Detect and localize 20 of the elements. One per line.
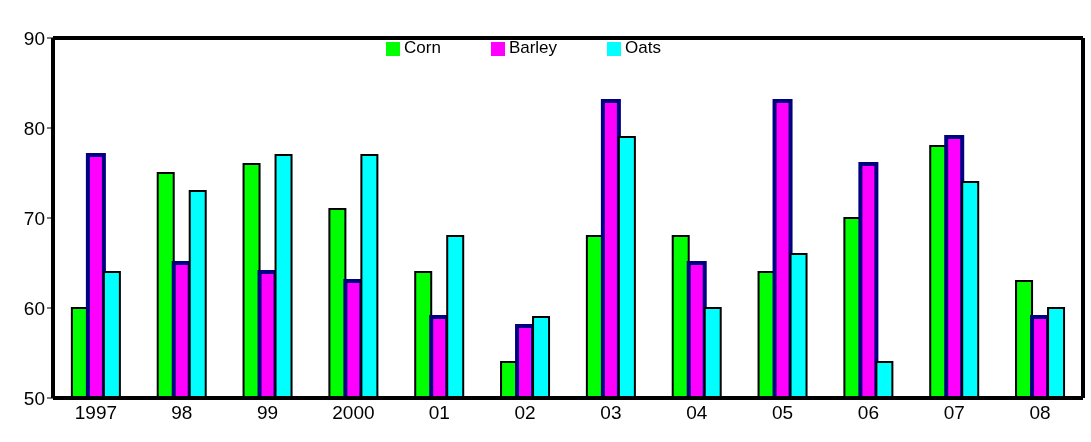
x-tick-label: 06 xyxy=(857,402,879,424)
x-tick-label: 08 xyxy=(1029,402,1051,424)
legend-label: Barley xyxy=(508,38,558,57)
y-tick-label: 80 xyxy=(23,117,45,139)
legend-label: Corn xyxy=(404,38,441,57)
x-tick-label: 03 xyxy=(600,402,622,424)
x-tick-label: 99 xyxy=(257,402,279,424)
legend-label: Oats xyxy=(625,38,661,57)
x-tick-label: 01 xyxy=(428,402,450,424)
y-tick-label: 60 xyxy=(23,297,45,319)
x-tick-label: 02 xyxy=(514,402,536,424)
x-tick-label: 98 xyxy=(171,402,193,424)
x-tick-label: 07 xyxy=(943,402,965,424)
x-tick-label: 1997 xyxy=(74,402,118,424)
x-tick-label: 05 xyxy=(772,402,794,424)
x-tick-label: 04 xyxy=(686,402,708,424)
y-tick-label: 70 xyxy=(23,207,45,229)
y-tick-label: 50 xyxy=(23,387,45,409)
x-tick-label: 2000 xyxy=(332,402,375,424)
y-tick-label: 90 xyxy=(23,27,45,49)
